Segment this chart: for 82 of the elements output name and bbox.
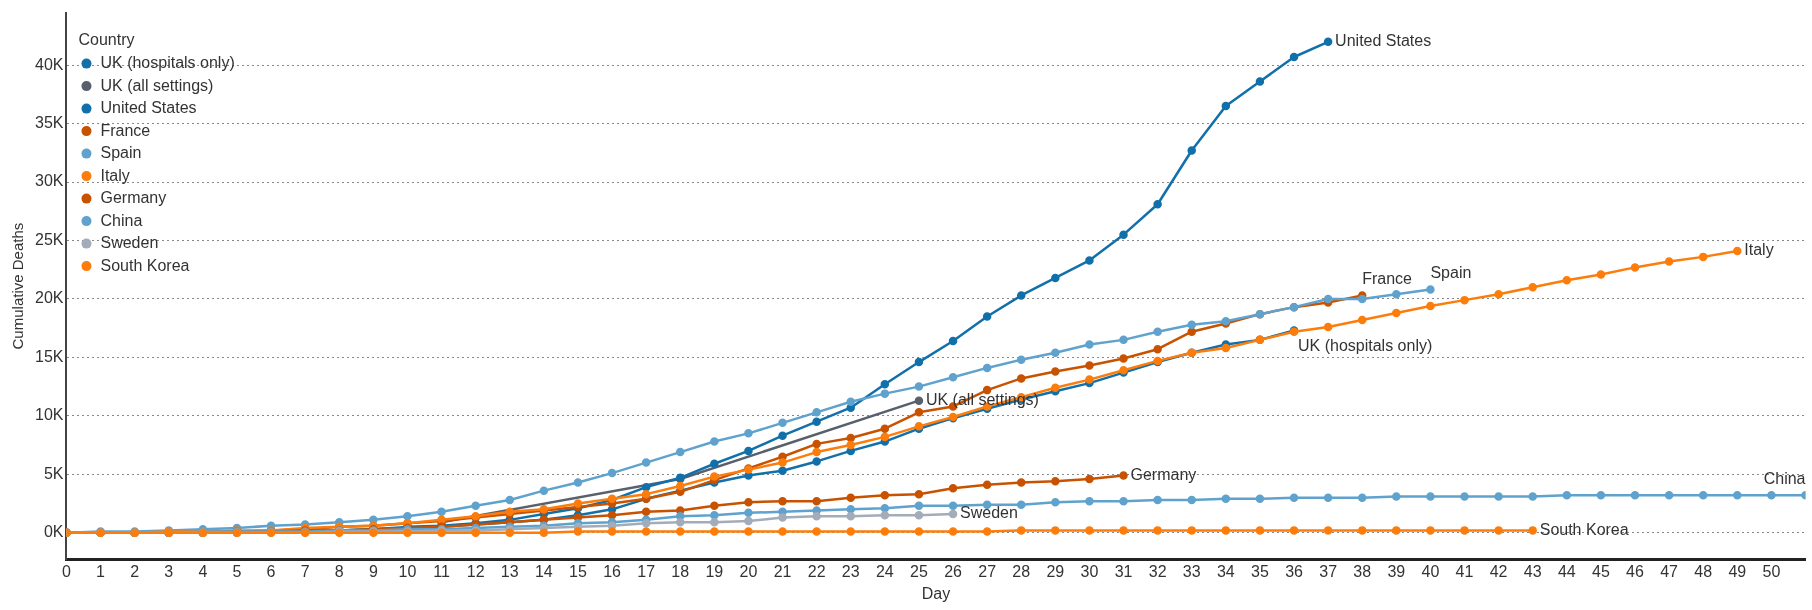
x-tick-label: 48 [1694, 562, 1713, 580]
x-tick-label: 36 [1285, 562, 1304, 580]
x-tick-label: 23 [841, 562, 860, 580]
y-tick-label: 30K [35, 172, 64, 190]
x-tick-label: 6 [266, 562, 276, 580]
legend-label: Spain [100, 144, 142, 162]
legend-label: France [100, 121, 151, 139]
legend-label: UK (hospitals only) [100, 54, 235, 72]
y-tick-label: 40K [35, 55, 64, 73]
x-tick-label: 31 [1114, 562, 1133, 580]
x-tick-label: 28 [1012, 562, 1031, 580]
annotation: China [1763, 469, 1806, 487]
x-tick-label: 42 [1489, 562, 1508, 580]
x-tick-label: 22 [807, 562, 826, 580]
y-tick-label: 20K [35, 289, 64, 307]
annotation: Germany [1130, 465, 1197, 483]
x-axis-title: Day [921, 584, 951, 602]
y-tick-label: 5K [43, 464, 64, 482]
x-tick-label: 7 [300, 562, 310, 580]
x-tick-label: 2 [130, 562, 140, 580]
x-tick-label: 49 [1728, 562, 1747, 580]
x-tick-label: 47 [1660, 562, 1679, 580]
x-tick-label: 35 [1251, 562, 1269, 580]
x-tick-label: 3 [164, 562, 174, 580]
x-tick-label: 39 [1387, 562, 1406, 580]
x-tick-label: 0 [62, 562, 72, 580]
y-axis-title: Cumulative Deaths [9, 222, 27, 350]
legend-title: Country [78, 31, 135, 49]
x-tick-label: 44 [1557, 562, 1576, 580]
x-tick-label: 43 [1523, 562, 1542, 580]
legend-label: South Korea [100, 256, 190, 274]
legend-label: UK (all settings) [100, 76, 214, 94]
x-tick-label: 26 [944, 562, 963, 580]
x-tick-label: 27 [978, 562, 997, 580]
x-tick-label: 33 [1182, 562, 1201, 580]
x-tick-label: 41 [1455, 562, 1474, 580]
annotation: UK (hospitals only) [1298, 336, 1433, 354]
y-tick-label: 10K [35, 406, 64, 424]
x-tick-label: 21 [773, 562, 792, 580]
x-tick-label: 16 [603, 562, 622, 580]
legend-label: China [100, 211, 143, 229]
x-tick-label: 15 [569, 562, 587, 580]
x-tick-label: 45 [1592, 562, 1610, 580]
x-tick-label: 9 [368, 562, 378, 580]
x-tick-label: 46 [1626, 562, 1645, 580]
legend-label: Germany [100, 189, 167, 207]
x-tick-label: 37 [1319, 562, 1338, 580]
x-tick-label: 38 [1353, 562, 1372, 580]
x-tick-label: 50 [1762, 562, 1781, 580]
x-tick-label: 30 [1080, 562, 1099, 580]
x-tick-label: 25 [910, 562, 928, 580]
legend-label: Sweden [100, 234, 159, 252]
x-tick-label: 32 [1148, 562, 1167, 580]
x-tick-label: 12 [466, 562, 485, 580]
x-tick-label: 5 [232, 562, 242, 580]
annotation: Sweden [960, 504, 1018, 522]
x-tick-label: 20 [739, 562, 758, 580]
x-tick-label: 10 [398, 562, 417, 580]
x-tick-label: 1 [96, 562, 106, 580]
x-tick-label: 19 [705, 562, 724, 580]
y-tick-label: 0K [43, 523, 64, 541]
x-tick-label: 13 [500, 562, 519, 580]
y-tick-label: 25K [35, 230, 64, 248]
legend-label: United States [100, 99, 197, 117]
annotation: France [1362, 269, 1413, 287]
x-tick-label: 17 [637, 562, 656, 580]
y-tick-label: 35K [35, 114, 64, 132]
annotation: Spain [1430, 264, 1472, 282]
x-tick-label: 40 [1421, 562, 1440, 580]
y-tick-label: 15K [35, 347, 64, 365]
annotation: South Korea [1539, 520, 1629, 538]
annotation: Italy [1744, 241, 1774, 259]
x-tick-label: 34 [1216, 562, 1235, 580]
annotation: United States [1335, 32, 1432, 50]
x-tick-label: 29 [1046, 562, 1065, 580]
legend-label: Italy [100, 166, 130, 184]
x-tick-label: 4 [198, 562, 208, 580]
x-tick-label: 24 [875, 562, 894, 580]
x-tick-label: 18 [671, 562, 690, 580]
x-tick-label: 14 [534, 562, 553, 580]
x-tick-label: 8 [334, 562, 344, 580]
x-tick-label: 11 [433, 562, 450, 580]
